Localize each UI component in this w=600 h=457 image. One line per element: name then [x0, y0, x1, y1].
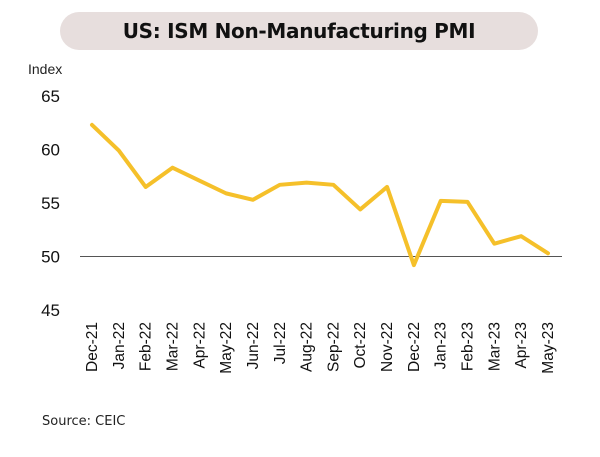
x-tick-label: Jan-22 [111, 322, 128, 369]
series-layer [90, 122, 550, 268]
x-tick-label: Nov-22 [379, 322, 396, 372]
source-note: Source: CEIC [42, 414, 126, 429]
y-tick-label: 50 [41, 248, 60, 267]
x-tick-label: May-22 [218, 322, 235, 374]
x-tick-label: Sep-22 [325, 322, 342, 372]
y-axis-label: Index [28, 61, 62, 77]
chart-title: US: ISM Non-Manufacturing PMI [60, 12, 538, 50]
x-tick-label: Mar-22 [164, 322, 181, 371]
y-tick-label: 60 [41, 141, 60, 160]
y-tick-label: 45 [41, 301, 60, 320]
x-tick-label: Oct-22 [352, 322, 369, 369]
x-tick-label: Apr-23 [513, 322, 530, 369]
x-tick-label: Mar-23 [486, 322, 503, 371]
x-tick-label: Apr-22 [191, 322, 208, 369]
series-line [90, 122, 550, 268]
x-tick-label: Jun-22 [245, 322, 262, 369]
x-tick-label: Dec-22 [406, 322, 423, 372]
x-tick-label: Dec-21 [84, 322, 101, 372]
x-axis-ticks: Dec-21 Jan-22 Feb-22 Mar-22 Apr-22 May-22 Jun-… [84, 322, 557, 374]
x-tick-label: Jul-22 [272, 322, 289, 364]
x-tick-label: Jan-23 [433, 322, 450, 369]
x-tick-label: Feb-23 [460, 322, 477, 371]
y-tick-label: 65 [41, 87, 60, 106]
y-tick-label: 55 [41, 194, 60, 213]
x-tick-label: Feb-22 [138, 322, 155, 371]
x-tick-label: Aug-22 [299, 322, 316, 372]
x-tick-label: May-23 [540, 322, 557, 374]
y-axis-ticks: 45 50 55 60 65 [41, 87, 60, 320]
